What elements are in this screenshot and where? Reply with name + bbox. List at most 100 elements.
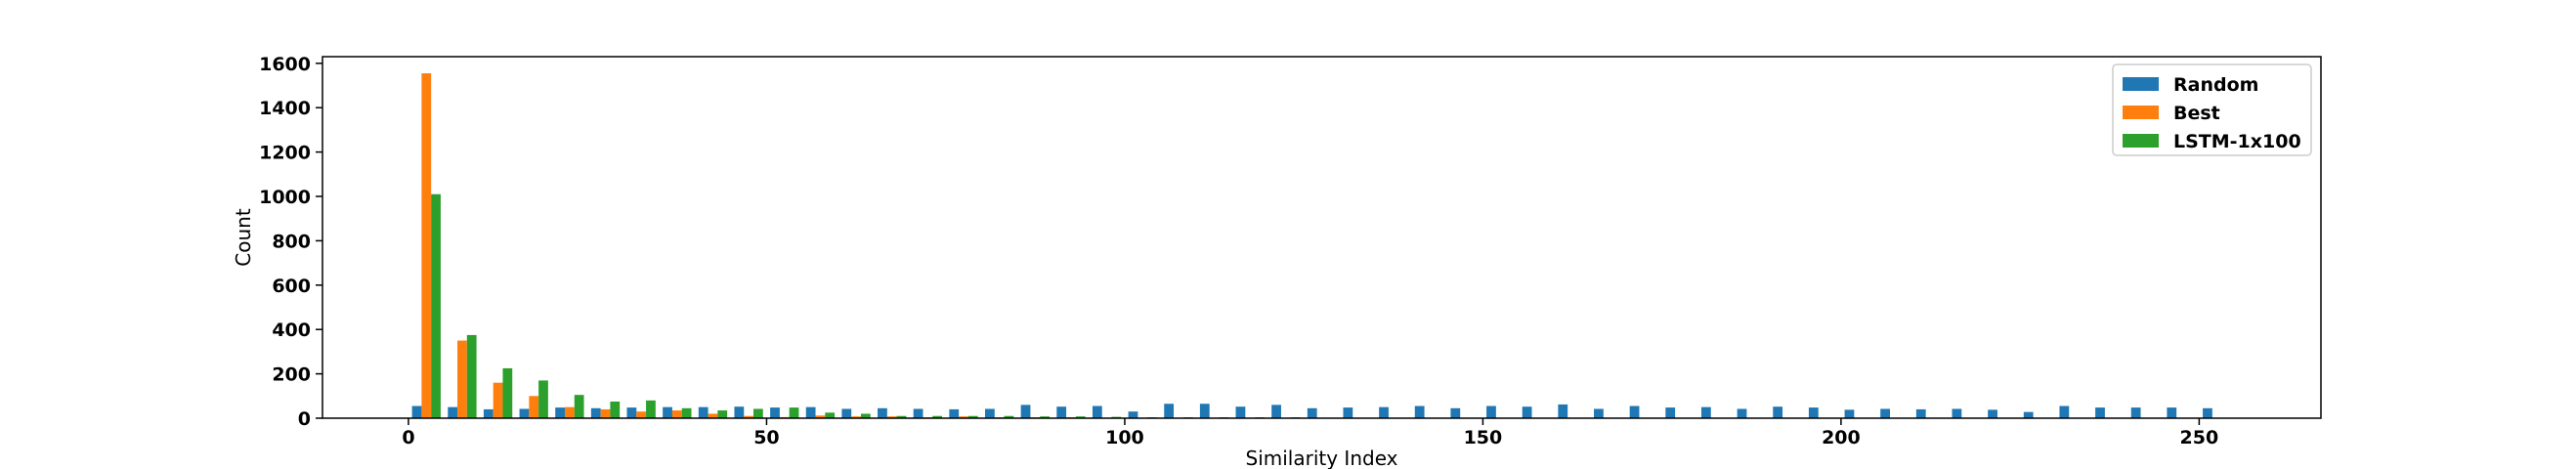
bar-random [1307,407,1317,418]
bar-lstm-1x100 [574,395,584,418]
bar-best [529,396,539,418]
x-axis-label: Similarity Index [1246,447,1398,469]
bar-random [2203,407,2212,418]
bar-lstm-1x100 [1075,416,1086,418]
bar-lstm-1x100 [789,407,799,418]
y-tick-label: 0 [298,408,311,430]
bar-random [1952,408,1962,418]
bar-lstm-1x100 [753,408,763,418]
bar-lstm-1x100 [502,367,513,418]
bar-lstm-1x100 [646,400,656,418]
x-tick-label: 50 [753,427,779,448]
y-tick-label: 1200 [259,143,311,164]
x-tick-label: 150 [1464,427,1503,448]
bar-random [698,406,708,418]
y-axis: 0 200 400 600 800 1000 1200 1400 1600 [259,54,322,430]
bar-lstm-1x100 [1040,416,1050,418]
bar-random [805,406,816,418]
bar-best [744,415,754,418]
bar-lstm-1x100 [538,380,548,418]
y-tick-label: 400 [272,320,311,341]
x-tick-label: 250 [2180,427,2219,448]
bar-best [421,73,432,418]
bar-random [590,407,601,418]
bar-random [734,406,745,418]
bar-random [2023,411,2034,418]
legend-label: Random [2173,74,2258,96]
legend-swatch [2123,106,2159,119]
bar-random [770,407,780,418]
bar-best [708,413,718,418]
bar-best [959,416,968,418]
legend-label: Best [2173,103,2220,124]
legend-label: LSTM-1x100 [2173,131,2301,152]
plot-frame [322,56,2322,419]
bar-random [1915,408,1926,418]
bar-random [483,408,494,418]
bar-random [1235,406,1246,418]
bar-random [1414,405,1425,418]
y-tick-label: 600 [272,276,311,297]
bar-random [1988,409,1997,418]
y-tick-label: 1600 [259,54,311,75]
bar-lstm-1x100 [932,415,943,418]
bar-lstm-1x100 [1004,415,1014,418]
bar-random [949,408,960,418]
bar-best [851,416,861,418]
bar-random [1594,408,1604,418]
bar-random [1773,406,1783,418]
x-axis: 0 50 100 150 200 250 [402,418,2218,448]
bar-random [1629,405,1640,418]
bar-lstm-1x100 [860,413,871,418]
bar-best [636,411,647,418]
bar-random [1164,404,1175,418]
bar-random [555,407,565,418]
bar-random [1199,404,1210,418]
bar-random [1844,409,1855,418]
bar-best [671,410,682,418]
bar-random [2167,407,2177,418]
bar-lstm-1x100 [466,334,477,418]
bar-random [626,407,637,418]
x-tick-label: 0 [402,427,414,448]
bar-random [519,408,530,418]
bar-random [1271,405,1281,418]
bar-random [1808,407,1819,418]
bar-lstm-1x100 [681,407,692,418]
legend-swatch [2123,77,2159,91]
bar-random [1128,411,1138,418]
bar-random [663,406,672,418]
bar-random [1343,407,1353,418]
x-tick-label: 100 [1105,427,1144,448]
bar-random [878,407,887,418]
bar-random [448,406,458,418]
legend-box [2112,64,2312,156]
bar-random [2130,407,2141,418]
bar-lstm-1x100 [967,415,978,418]
bar-random [1737,408,1747,418]
bar-best [564,406,575,418]
bar-random [2059,405,2070,418]
bar-random [1700,406,1711,418]
bar-random [2095,407,2105,418]
bar-best [815,415,826,418]
bar-random [1056,406,1067,418]
bar-random [1558,404,1568,418]
bar-random [1379,406,1389,418]
bar-random [1665,407,1676,418]
bar-best [493,382,503,418]
y-tick-label: 200 [272,364,311,386]
legend-swatch [2123,134,2159,148]
bar-lstm-1x100 [717,410,728,418]
y-tick-label: 1400 [259,98,311,119]
bar-random [1522,406,1532,418]
bar-random [985,408,995,418]
bar-random [411,405,422,418]
bar-lstm-1x100 [431,193,441,418]
bar-best [600,408,611,418]
y-tick-label: 800 [272,231,311,252]
bar-random [1020,405,1031,418]
y-axis-label: Count [232,208,255,267]
bar-random [1092,405,1102,418]
